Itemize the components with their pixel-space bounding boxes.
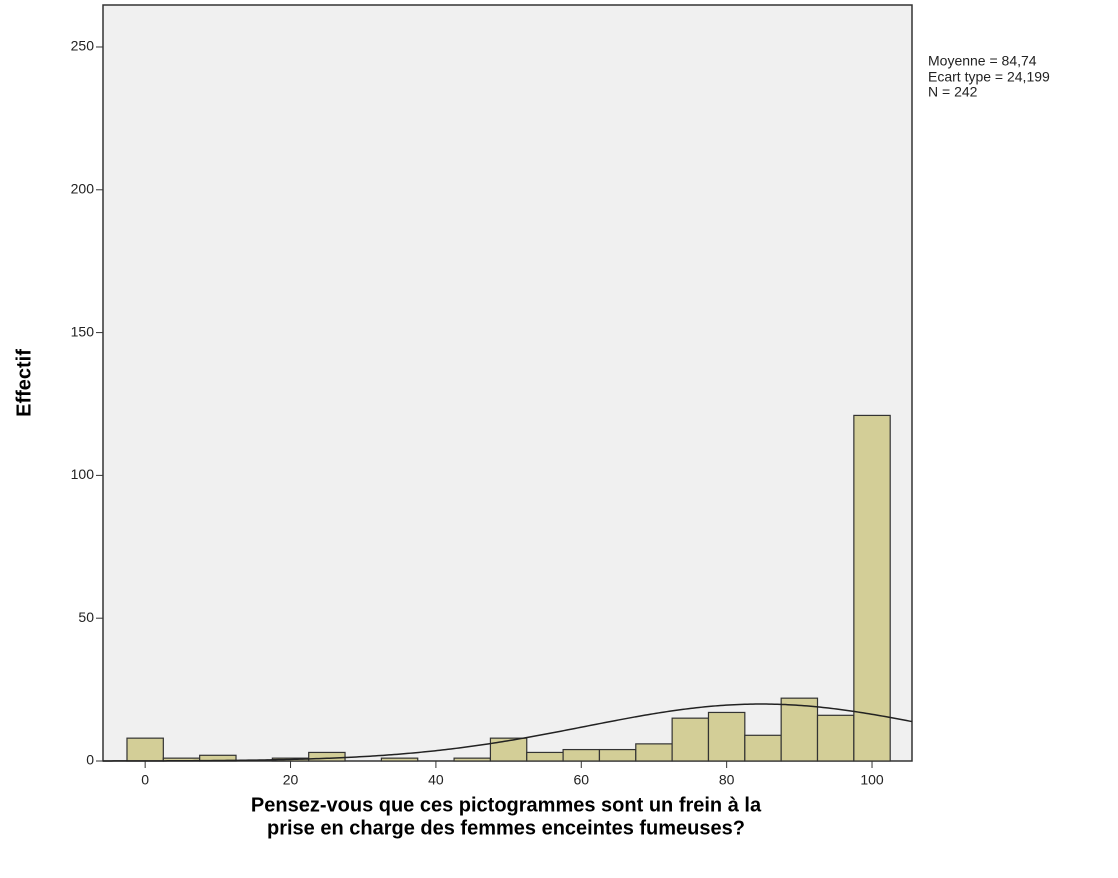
bar <box>126 737 164 762</box>
bar <box>635 743 673 762</box>
x-tick-label: 60 <box>573 772 589 788</box>
x-tick-label: 20 <box>283 772 299 788</box>
y-tick-label: 100 <box>71 466 95 482</box>
y-tick-label: 200 <box>71 180 95 196</box>
x-tick-label: 0 <box>141 772 149 788</box>
y-tick-label: 250 <box>71 38 95 54</box>
x-tick-label: 40 <box>428 772 444 788</box>
bar <box>707 711 746 762</box>
bar <box>816 714 855 762</box>
bar <box>453 757 492 762</box>
bar <box>744 734 782 762</box>
bar <box>526 751 564 762</box>
x-axis-label: Pensez-vous que ces pictogrammes sont un… <box>251 794 762 816</box>
bar <box>308 751 346 762</box>
y-tick-label: 0 <box>86 752 94 768</box>
y-tick-label: 150 <box>71 323 95 339</box>
annotation: Moyenne = 84,74 <box>928 53 1037 69</box>
x-axis-label: prise en charge des femmes enceintes fum… <box>267 817 745 839</box>
bar <box>671 717 710 762</box>
bar <box>562 748 601 762</box>
x-tick-label: 80 <box>719 772 735 788</box>
bar <box>780 697 819 762</box>
x-tick-label: 100 <box>860 772 884 788</box>
plot-area <box>102 4 913 762</box>
y-tick-label: 50 <box>78 609 94 625</box>
bar <box>598 748 637 762</box>
annotation: N = 242 <box>928 84 978 100</box>
annotation: Ecart type = 24,199 <box>928 69 1050 85</box>
bar <box>853 414 891 762</box>
normal-curve <box>102 703 913 762</box>
bar <box>489 737 528 762</box>
y-axis-label: Effectif <box>13 349 35 417</box>
bar <box>380 757 419 762</box>
